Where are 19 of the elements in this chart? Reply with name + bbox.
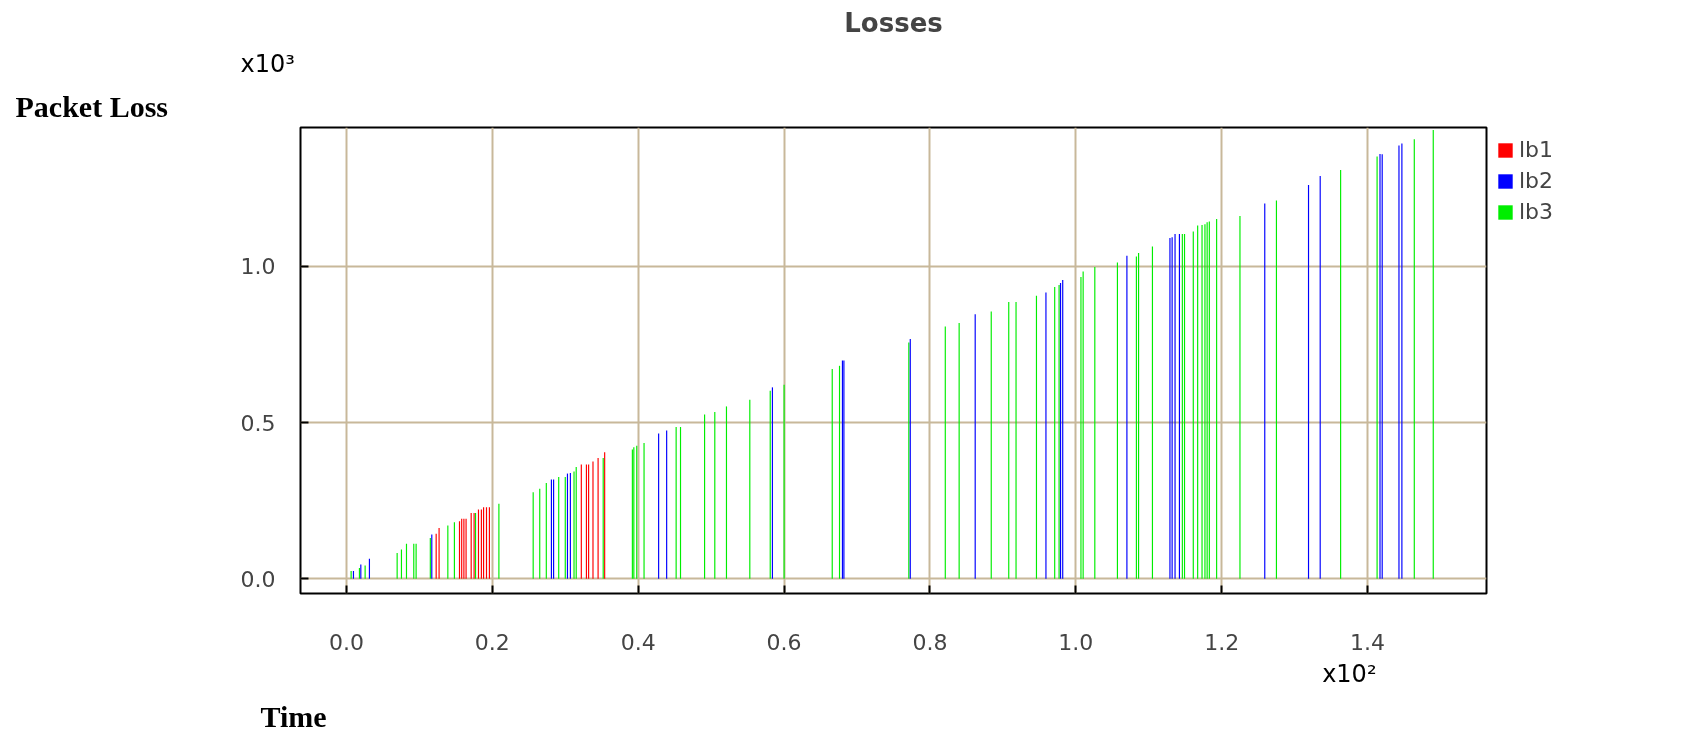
x-axis-title: Time xyxy=(260,699,327,733)
text: x10² xyxy=(1322,659,1377,688)
text: x10³ xyxy=(240,49,295,78)
x-tick-label: 0.6 xyxy=(766,629,802,655)
legend-label: lb2 xyxy=(1519,168,1554,193)
x-tick-label: 0.8 xyxy=(912,629,948,655)
x-tick-label: 0.0 xyxy=(328,629,364,655)
x-tick-label: 1.4 xyxy=(1350,629,1386,655)
legend-label: lb1 xyxy=(1519,137,1554,162)
y-tick-label: 0.5 xyxy=(240,410,276,436)
chart-title: Losses xyxy=(844,7,943,38)
legend-label: lb3 xyxy=(1519,199,1554,224)
y-tick-label: 0.0 xyxy=(240,566,276,592)
y-tick-label: 1.0 xyxy=(240,254,276,280)
x-tick-label: 0.2 xyxy=(474,629,510,655)
x-tick-label: 0.4 xyxy=(620,629,656,655)
x-tick-label: 1.0 xyxy=(1058,629,1094,655)
x-tick-label: 1.2 xyxy=(1204,629,1240,655)
y-axis-title: Packet Loss xyxy=(15,89,168,123)
